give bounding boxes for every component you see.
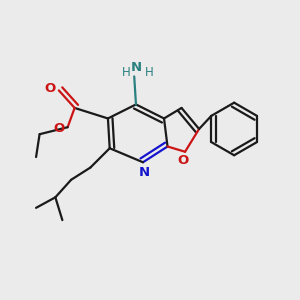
Text: N: N <box>139 166 150 178</box>
Text: O: O <box>53 122 64 136</box>
Text: O: O <box>178 154 189 167</box>
Text: H: H <box>145 66 154 80</box>
Text: O: O <box>44 82 56 95</box>
Text: N: N <box>130 61 142 74</box>
Text: H: H <box>122 66 131 80</box>
